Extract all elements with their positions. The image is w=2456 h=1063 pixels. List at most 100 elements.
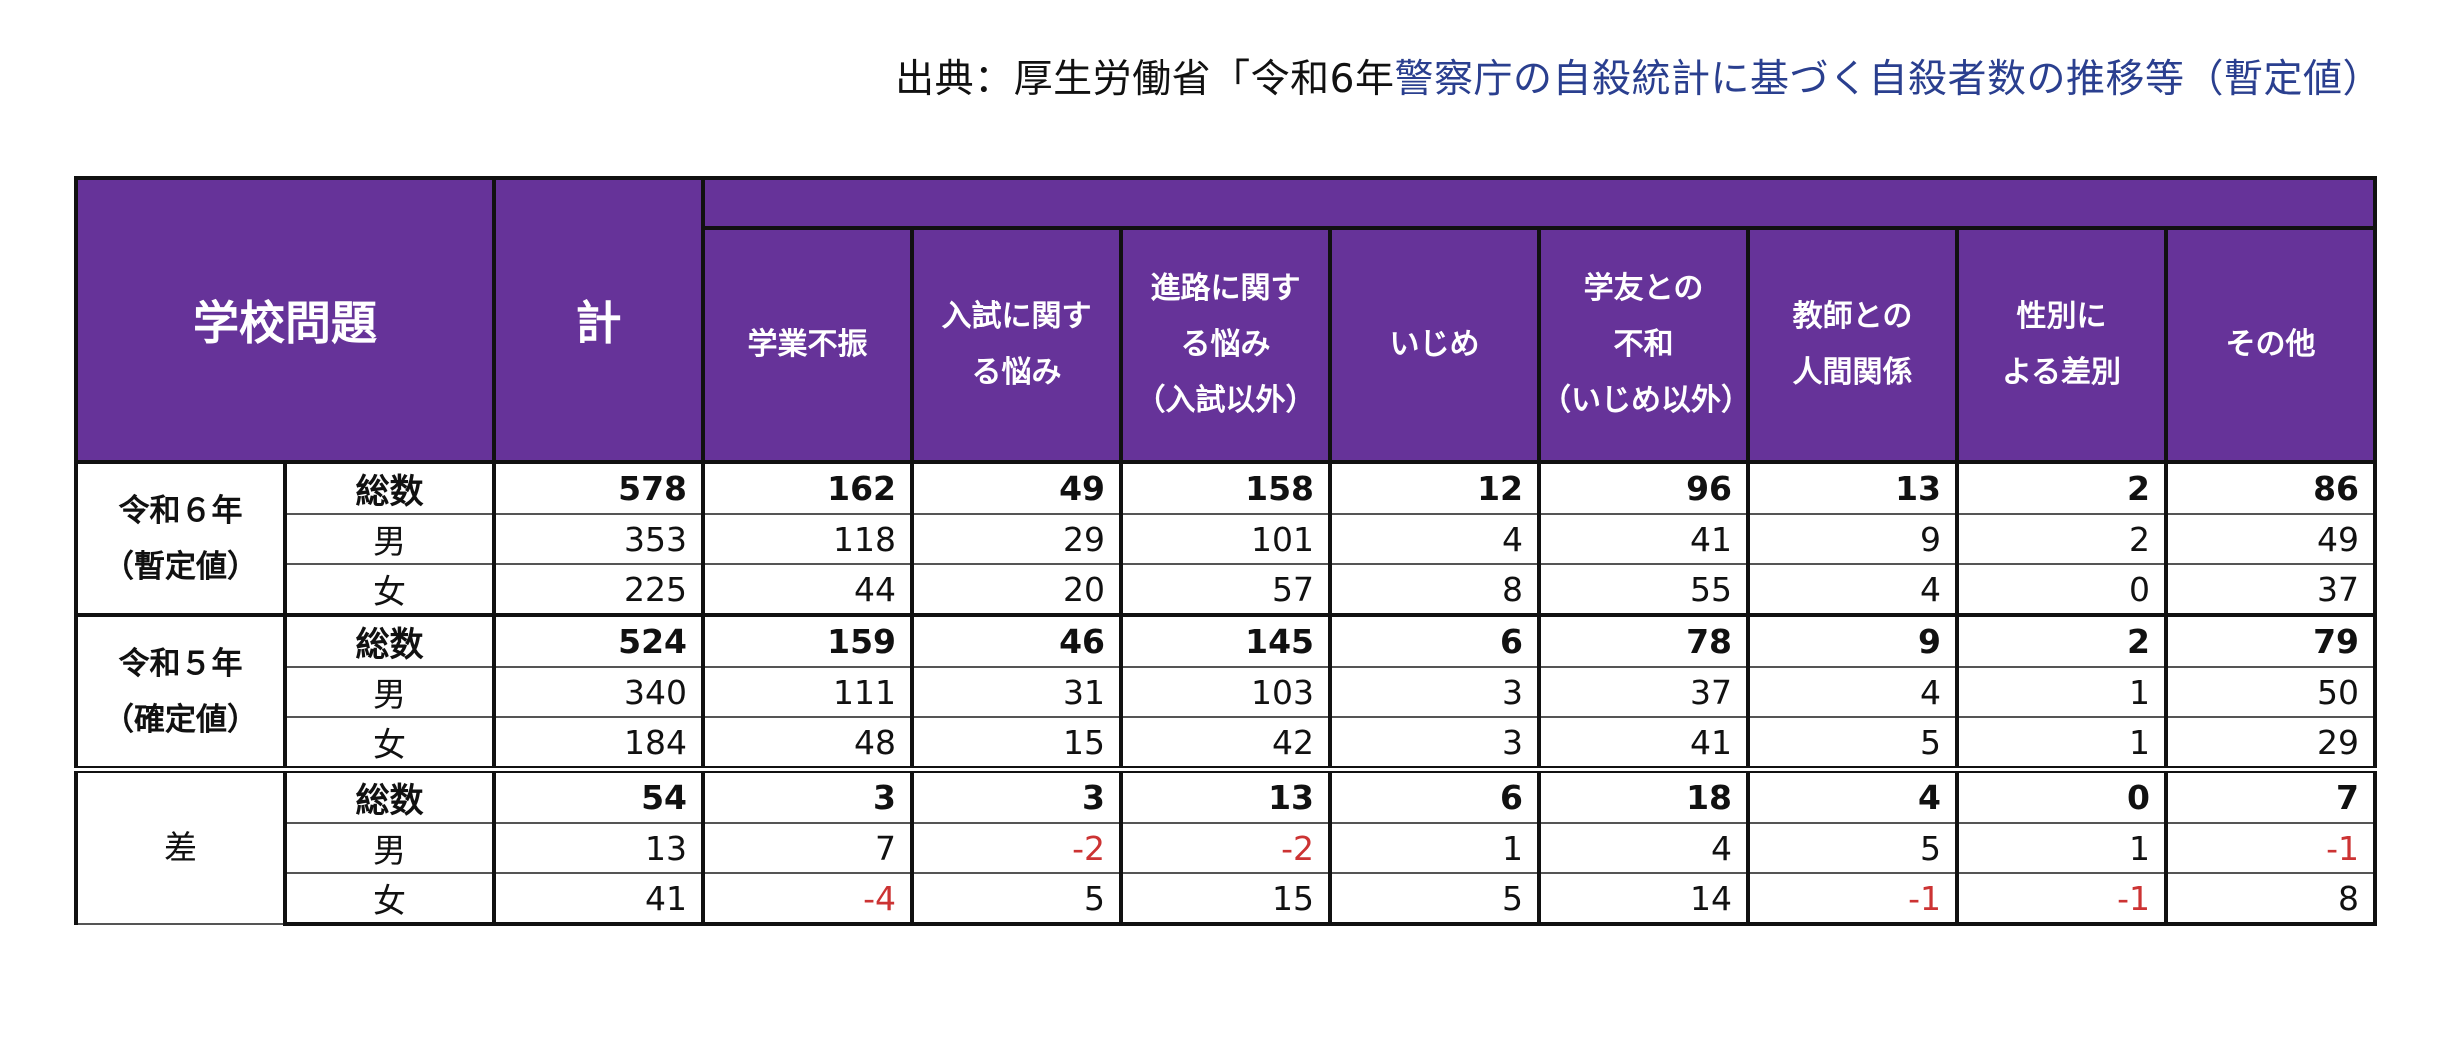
- header-total: 計: [492, 176, 705, 464]
- header-category: 教師との 人間関係: [1746, 226, 1959, 464]
- table-cell: 1: [1955, 716, 2168, 771]
- table-cell: 49: [2164, 513, 2377, 565]
- table-cell: 578: [492, 461, 705, 515]
- table-cell: 184: [492, 716, 705, 771]
- header-category: 進路に関す る悩み （入試以外）: [1119, 226, 1332, 464]
- source-prefix: 出典：厚生労働省「令和6年: [895, 57, 1395, 102]
- table-cell: 15: [910, 716, 1123, 771]
- table-cell: 5: [1746, 716, 1959, 771]
- table-cell: 4: [1746, 563, 1959, 616]
- row-sub-label: 男: [283, 822, 496, 874]
- table-cell: -2: [1119, 822, 1332, 874]
- table-cell: 9: [1746, 613, 1959, 668]
- table-cell: 54: [492, 766, 705, 824]
- row-sub-label: 女: [283, 716, 496, 771]
- table-cell: 5: [1328, 872, 1541, 926]
- table-cell: 2: [1955, 513, 2168, 565]
- table-cell: 4: [1328, 513, 1541, 565]
- table-cell: 55: [1537, 563, 1750, 616]
- table-cell: 4: [1746, 766, 1959, 824]
- table-cell: 1: [1955, 822, 2168, 874]
- table-cell: 353: [492, 513, 705, 565]
- row-sub-label: 総数: [283, 613, 496, 668]
- table-cell: 37: [1537, 666, 1750, 718]
- table-cell: -1: [1746, 872, 1959, 926]
- table-cell: 14: [1537, 872, 1750, 926]
- table-cell: -2: [910, 822, 1123, 874]
- table-cell: 13: [492, 822, 705, 874]
- header-category: 性別に よる差別: [1955, 226, 2168, 464]
- table-title: 学校問題: [74, 176, 496, 464]
- table-cell: 7: [701, 822, 914, 874]
- table-cell: 8: [2164, 872, 2377, 926]
- source-link[interactable]: 警察庁の自殺統計に基づく自殺者数の推移等（暫定値）: [1394, 57, 2382, 102]
- table-row: 女 184 48 15 42 3 41 5 1 29: [76, 716, 2377, 771]
- table-cell: 145: [1119, 613, 1332, 668]
- table-cell: 31: [910, 666, 1123, 718]
- table-cell: 50: [2164, 666, 2377, 718]
- table-cell: 524: [492, 613, 705, 668]
- table-cell: 57: [1119, 563, 1332, 616]
- table-cell: 41: [1537, 716, 1750, 771]
- table-cell: 4: [1746, 666, 1959, 718]
- table-cell: 5: [910, 872, 1123, 926]
- table-cell: 3: [701, 766, 914, 824]
- row-sub-label: 女: [283, 872, 496, 926]
- header-category: その他: [2164, 226, 2377, 464]
- table-row: 差総数 54 3 3 13 6 18 4 0 7: [74, 766, 2377, 925]
- row-sub-label: 女: [283, 563, 496, 616]
- table-row: 男 13 7 -2 -2 1 4 5 1 -1: [76, 822, 2377, 874]
- table-cell: 5: [1746, 822, 1959, 874]
- table-row: 女 41 -4 5 15 5 14 -1 -1 8: [76, 872, 2377, 926]
- source-citation: 出典：厚生労働省「令和6年警察庁の自殺統計に基づく自殺者数の推移等（暫定値）: [895, 52, 2382, 108]
- table-cell: 41: [492, 872, 705, 926]
- table-cell: 3: [910, 766, 1123, 824]
- table-cell: 20: [910, 563, 1123, 616]
- table-cell: 340: [492, 666, 705, 718]
- table-cell: 0: [1955, 766, 2168, 824]
- table-cell: 29: [2164, 716, 2377, 771]
- school-problems-table: 学校問題 計 学業不振 入試に関す る悩み 進路に関す る悩み （入試以外） いじめ …: [74, 176, 2377, 926]
- table-cell: 41: [1537, 513, 1750, 565]
- table-cell: 3: [1328, 716, 1541, 771]
- header-category: 学友との 不和 （いじめ以外）: [1537, 226, 1751, 464]
- table-cell: -4: [701, 872, 914, 926]
- table-cell: 225: [492, 563, 705, 616]
- table-cell: 78: [1537, 613, 1750, 668]
- table-cell: 103: [1119, 666, 1332, 718]
- table-cell: -1: [1955, 872, 2168, 926]
- header-category: 学業不振: [701, 226, 914, 464]
- table-cell: 101: [1119, 513, 1332, 565]
- table-cell: 158: [1119, 461, 1332, 515]
- table-cell: 13: [1119, 766, 1332, 824]
- table-cell: 9: [1746, 513, 1959, 565]
- table-cell: 4: [1537, 822, 1750, 874]
- table-cell: 159: [701, 613, 914, 668]
- table-cell: -1: [2164, 822, 2377, 874]
- table-cell: 1: [1328, 822, 1541, 874]
- table-cell: 2: [1955, 613, 2168, 668]
- table-cell: 49: [910, 461, 1123, 515]
- header-category: 入試に関す る悩み: [910, 226, 1123, 464]
- row-sub-label: 男: [283, 513, 496, 565]
- table-cell: 0: [1955, 563, 2168, 616]
- table-cell: 79: [2164, 613, 2377, 668]
- table-cell: 6: [1328, 613, 1541, 668]
- table-row: 令和６年 （暫定値） 総数 578 162 49 158 12 96 13 2 86: [74, 461, 2377, 616]
- table-cell: 12: [1328, 461, 1541, 515]
- table-cell: 6: [1328, 766, 1541, 824]
- row-group-label: 差: [74, 766, 287, 925]
- table-cell: 8: [1328, 563, 1541, 616]
- row-sub-label: 男: [283, 666, 496, 718]
- table-cell: 7: [2164, 766, 2377, 824]
- table-cell: 2: [1955, 461, 2168, 515]
- row-sub-label: 総数: [283, 766, 496, 824]
- header-top-band: [701, 176, 2377, 230]
- table-cell: 15: [1119, 872, 1332, 926]
- table-cell: 111: [701, 666, 914, 718]
- table-cell: 118: [701, 513, 914, 565]
- row-group-label: 令和５年 （確定値）: [74, 613, 287, 771]
- table-cell: 13: [1746, 461, 1959, 515]
- table-cell: 162: [701, 461, 914, 515]
- row-sub-label: 総数: [283, 461, 496, 515]
